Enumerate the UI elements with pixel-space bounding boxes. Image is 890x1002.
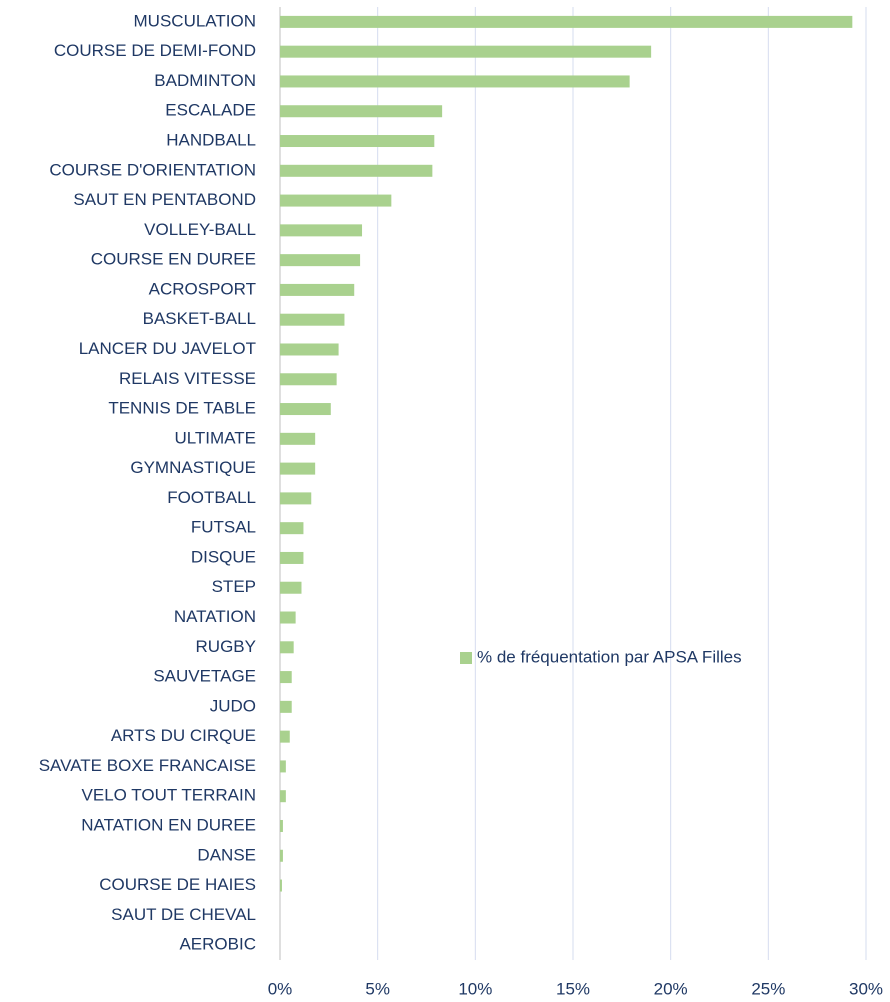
bar <box>280 700 292 713</box>
bar <box>280 343 339 356</box>
x-tick-label: 25% <box>751 979 785 998</box>
y-tick-label: SAVATE BOXE FRANCAISE <box>39 756 256 775</box>
bar <box>280 45 652 58</box>
x-tick-label: 20% <box>654 979 688 998</box>
y-tick-label: SAUVETAGE <box>153 667 256 686</box>
bar <box>280 283 355 296</box>
y-tick-label: MUSCULATION <box>134 11 256 30</box>
x-tick-label: 15% <box>556 979 590 998</box>
y-tick-label: ESCALADE <box>165 101 256 120</box>
bar <box>280 313 345 326</box>
x-tick-label: 0% <box>268 979 293 998</box>
bar <box>280 760 286 773</box>
y-tick-label: NATATION <box>174 607 256 626</box>
bar <box>280 879 282 892</box>
bar <box>280 522 304 535</box>
bar <box>280 671 292 684</box>
x-tick-label: 10% <box>458 979 492 998</box>
y-tick-label: FUTSAL <box>191 518 256 537</box>
y-tick-label: VOLLEY-BALL <box>144 220 256 239</box>
bar <box>280 403 331 416</box>
bar <box>280 432 316 445</box>
y-tick-label: STEP <box>212 577 256 596</box>
y-tick-label: SAUT DE CHEVAL <box>111 905 256 924</box>
bar <box>280 194 392 207</box>
y-tick-label: SAUT EN PENTABOND <box>73 190 256 209</box>
y-tick-label: HANDBALL <box>166 131 256 150</box>
y-tick-label: GYMNASTIQUE <box>130 458 256 477</box>
y-tick-label: DANSE <box>197 845 256 864</box>
bar <box>280 224 363 237</box>
bar <box>280 641 294 654</box>
bar <box>280 135 435 148</box>
x-tick-label: 5% <box>365 979 390 998</box>
bar <box>280 105 443 118</box>
y-tick-label: BASKET-BALL <box>143 309 256 328</box>
legend-swatch <box>460 652 472 664</box>
y-tick-label: DISQUE <box>191 547 256 566</box>
bar <box>280 75 630 88</box>
y-tick-label: BADMINTON <box>154 71 256 90</box>
y-tick-label: COURSE DE HAIES <box>99 875 256 894</box>
y-tick-label: FOOTBALL <box>167 488 256 507</box>
bar <box>280 849 283 862</box>
y-tick-label: RUGBY <box>196 637 256 656</box>
bar <box>280 581 302 594</box>
bar <box>280 790 286 803</box>
y-tick-label: COURSE EN DUREE <box>91 250 256 269</box>
legend-label: % de fréquentation par APSA Filles <box>477 647 742 666</box>
y-tick-label: ULTIMATE <box>174 428 256 447</box>
y-tick-label: RELAIS VITESSE <box>119 369 256 388</box>
y-tick-label: JUDO <box>210 696 256 715</box>
bar <box>280 254 361 267</box>
y-tick-label: VELO TOUT TERRAIN <box>82 786 256 805</box>
y-tick-label: ARTS DU CIRQUE <box>111 726 256 745</box>
bar <box>280 611 296 624</box>
bar <box>280 551 304 564</box>
y-tick-label: ACROSPORT <box>149 279 256 298</box>
y-tick-label: LANCER DU JAVELOT <box>79 339 256 358</box>
y-tick-label: COURSE D'ORIENTATION <box>49 160 256 179</box>
y-tick-label: NATATION EN DUREE <box>81 815 256 834</box>
x-tick-label: 30% <box>849 979 883 998</box>
y-tick-label: COURSE DE DEMI-FOND <box>54 41 256 60</box>
bar <box>280 819 283 832</box>
bar <box>280 15 853 28</box>
bar <box>280 730 290 743</box>
y-tick-label: TENNIS DE TABLE <box>108 399 256 418</box>
bar <box>280 462 316 475</box>
bar <box>280 164 433 177</box>
bar <box>280 492 312 505</box>
y-tick-label: AEROBIC <box>179 935 256 954</box>
bar <box>280 373 337 386</box>
